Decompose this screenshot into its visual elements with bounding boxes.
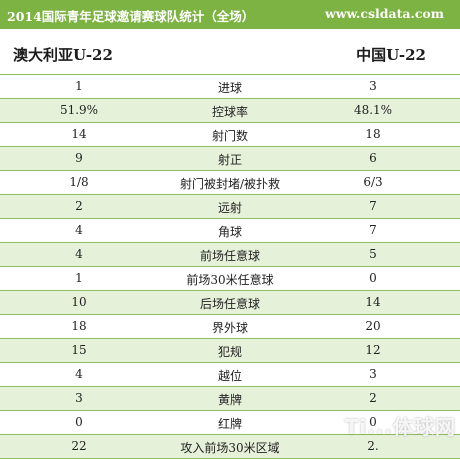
table-row: 14 射门数 18 — [0, 122, 460, 146]
right-value: 18 — [365, 127, 381, 141]
left-value: 18 — [71, 319, 87, 333]
table-row: 4 前场任意球 5 — [0, 242, 460, 266]
table-row: 1 进球 3 — [0, 74, 460, 98]
stats-rows: 1 进球 3 51.9% 控球率 48.1% 14 射门数 18 9 射正 6 1/8 射门被封堵/被扑救… — [0, 74, 460, 459]
stat-label: 射门被封堵/被扑救 — [179, 177, 281, 191]
team-names-row: 澳大利亚U-22 中国U-22 — [0, 29, 460, 73]
left-value: 51.9% — [59, 103, 99, 117]
left-value: 9 — [75, 151, 83, 165]
right-value: 0 — [369, 271, 377, 285]
table-title: 2014国际青年足球邀请赛球队统计（全场） — [7, 9, 255, 24]
table-row: 10 后场任意球 14 — [0, 290, 460, 314]
stat-label: 后场任意球 — [199, 297, 260, 311]
team-right-name: 中国U-22 — [356, 46, 426, 64]
table-row: 3 黄牌 2 — [0, 386, 460, 410]
stat-label: 控球率 — [211, 105, 248, 119]
right-value: 2 — [369, 391, 377, 405]
stat-label: 射正 — [217, 153, 242, 167]
right-value: 48.1% — [353, 103, 393, 117]
table-row: 51.9% 控球率 48.1% — [0, 98, 460, 122]
left-value: 14 — [71, 127, 87, 141]
right-value: 7 — [369, 223, 377, 237]
right-value: 6/3 — [363, 175, 383, 189]
right-value: 6 — [369, 151, 377, 165]
right-value: 14 — [365, 295, 381, 309]
stat-label: 射门数 — [211, 129, 248, 143]
table-row: 4 角球 7 — [0, 218, 460, 242]
left-value: 1/8 — [69, 175, 89, 189]
table-row: 15 犯规 12 — [0, 338, 460, 362]
left-value: 2 — [75, 199, 83, 213]
stat-label: 黄牌 — [217, 393, 242, 407]
left-value: 4 — [75, 367, 83, 381]
table-header-bar: 2014国际青年足球邀请赛球队统计（全场） www.csldata.com — [0, 0, 460, 29]
stat-label: 越位 — [217, 369, 242, 383]
left-value: 1 — [75, 271, 83, 285]
right-value: 3 — [369, 367, 377, 381]
right-value: 0 — [369, 415, 377, 429]
left-value: 15 — [71, 343, 87, 357]
table-row: 18 界外球 20 — [0, 314, 460, 338]
table-row: 4 越位 3 — [0, 362, 460, 386]
team-left-name: 澳大利亚U-22 — [13, 46, 113, 64]
right-value: 2. — [367, 439, 379, 453]
stat-label: 红牌 — [217, 417, 242, 431]
left-value: 4 — [75, 223, 83, 237]
right-value: 7 — [369, 199, 377, 213]
watermark-logo: Ti...体球网 — [344, 415, 456, 439]
stat-label: 界外球 — [211, 321, 248, 335]
left-value: 3 — [75, 391, 83, 405]
left-value: 10 — [71, 295, 87, 309]
left-value: 1 — [75, 79, 83, 93]
stat-label: 进球 — [217, 81, 242, 95]
stat-label: 前场任意球 — [199, 249, 260, 263]
right-value: 3 — [369, 79, 377, 93]
left-value: 4 — [75, 247, 83, 261]
right-value: 20 — [365, 319, 381, 333]
right-value: 5 — [369, 247, 377, 261]
stat-label: 远射 — [217, 201, 242, 215]
table-row: 1/8 射门被封堵/被扑救 6/3 — [0, 170, 460, 194]
stat-label: 角球 — [217, 225, 242, 239]
stat-label: 前场30米任意球 — [186, 273, 274, 287]
stat-label: 犯规 — [217, 345, 242, 359]
table-row: 2 远射 7 — [0, 194, 460, 218]
left-value: 0 — [75, 415, 83, 429]
table-row: 9 射正 6 — [0, 146, 460, 170]
right-value: 12 — [365, 343, 381, 357]
site-url: www.csldata.com — [324, 6, 444, 21]
table-row: 0 红牌 0 — [0, 410, 460, 434]
table-row: 1 前场30米任意球 0 — [0, 266, 460, 290]
